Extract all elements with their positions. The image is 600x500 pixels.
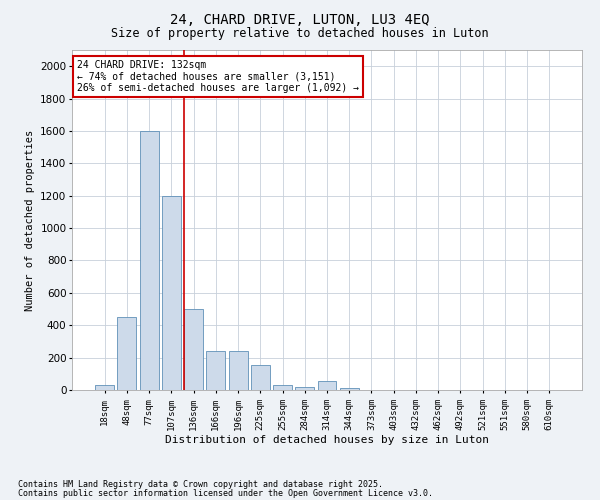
Bar [95,385,114,390]
Bar [251,365,270,390]
Bar [162,196,181,390]
X-axis label: Distribution of detached houses by size in Luton: Distribution of detached houses by size … [165,436,489,446]
Bar [295,387,314,390]
Text: Size of property relative to detached houses in Luton: Size of property relative to detached ho… [111,28,489,40]
Bar [140,131,158,390]
Bar [206,351,225,390]
Bar [273,385,292,390]
Bar [340,388,359,390]
Text: 24 CHARD DRIVE: 132sqm
← 74% of detached houses are smaller (3,151)
26% of semi-: 24 CHARD DRIVE: 132sqm ← 74% of detached… [77,60,359,94]
Bar [229,351,248,390]
Text: Contains public sector information licensed under the Open Government Licence v3: Contains public sector information licen… [18,488,433,498]
Y-axis label: Number of detached properties: Number of detached properties [25,130,35,310]
Bar [118,317,136,390]
Bar [184,309,203,390]
Bar [317,381,337,390]
Text: 24, CHARD DRIVE, LUTON, LU3 4EQ: 24, CHARD DRIVE, LUTON, LU3 4EQ [170,12,430,26]
Text: Contains HM Land Registry data © Crown copyright and database right 2025.: Contains HM Land Registry data © Crown c… [18,480,383,489]
